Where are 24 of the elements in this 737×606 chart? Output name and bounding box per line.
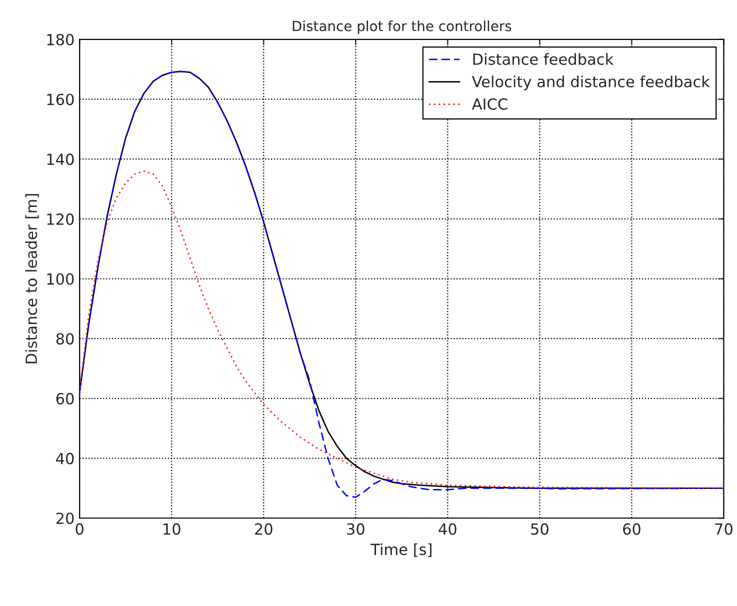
x-tick-label: 20 xyxy=(255,523,272,535)
line-series xyxy=(80,170,724,489)
x-tick-label: 10 xyxy=(164,523,180,535)
y-tick-label: 140 xyxy=(47,154,74,166)
y-axis-title: Distance to leader [m] xyxy=(25,194,39,364)
x-axis-title: Time [s] xyxy=(370,543,432,557)
chart-title: Distance plot for the controllers xyxy=(292,20,512,34)
x-tick-label: 60 xyxy=(623,523,640,535)
y-tick-label: 40 xyxy=(56,452,74,464)
legend-label: AICC xyxy=(472,98,508,110)
y-tick-label: 180 xyxy=(47,34,74,46)
y-tick-label: 20 xyxy=(56,512,74,524)
y-tick-label: 120 xyxy=(47,213,74,225)
y-tick-label: 80 xyxy=(56,333,74,345)
x-tick-label: 50 xyxy=(531,523,548,535)
x-tick-label: 40 xyxy=(438,523,456,535)
y-tick-label: 60 xyxy=(56,392,74,404)
x-tick-label: 30 xyxy=(347,523,364,535)
x-tick-label: 70 xyxy=(715,523,732,535)
x-tick-label: 0 xyxy=(76,523,84,535)
y-tick-label: 100 xyxy=(47,273,74,285)
legend-label: Velocity and distance feedback xyxy=(472,76,710,90)
y-tick-label: 160 xyxy=(47,94,74,106)
legend-label: Distance feedback xyxy=(473,53,614,65)
